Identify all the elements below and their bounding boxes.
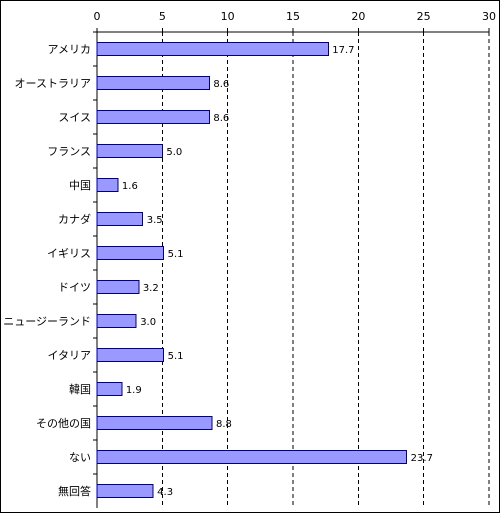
value-label: 4.3 bbox=[157, 487, 173, 498]
value-label: 3.2 bbox=[143, 283, 159, 294]
x-tick-label: 0 bbox=[94, 10, 101, 23]
value-label: 3.0 bbox=[140, 317, 156, 328]
category-label: イタリア bbox=[47, 349, 91, 362]
category-label: アメリカ bbox=[48, 43, 91, 56]
category-label: フランス bbox=[47, 145, 91, 158]
grid-lines bbox=[161, 32, 490, 508]
bar bbox=[96, 178, 119, 192]
bars bbox=[96, 42, 408, 498]
x-tick-label: 15 bbox=[286, 10, 300, 23]
value-label: 17.7 bbox=[332, 45, 354, 56]
category-label: その他の国 bbox=[36, 417, 91, 430]
value-label: 3.5 bbox=[147, 215, 163, 226]
bar bbox=[96, 280, 140, 294]
category-label: カナダ bbox=[58, 212, 91, 226]
value-label: 5.0 bbox=[166, 147, 182, 158]
bar bbox=[96, 382, 123, 396]
labels: アメリカ 17.7 オーストラリア 8.6 スイス 8.6 フランス 5.0 中国 1.6 カナダ 3… bbox=[3, 43, 433, 498]
category-label: 無回答 bbox=[58, 484, 91, 498]
x-tick-label: 25 bbox=[417, 10, 431, 23]
bar bbox=[96, 110, 210, 124]
bar bbox=[96, 212, 144, 226]
value-label: 5.1 bbox=[168, 249, 184, 260]
category-label: オーストラリア bbox=[15, 77, 91, 90]
bar bbox=[96, 314, 137, 328]
bar bbox=[96, 416, 213, 430]
category-label: イギリス bbox=[47, 247, 91, 260]
x-tick-label: 30 bbox=[482, 10, 496, 23]
bar bbox=[96, 484, 154, 498]
category-label: ニュージーランド bbox=[3, 315, 91, 328]
bar bbox=[96, 42, 329, 56]
value-label: 1.6 bbox=[122, 181, 138, 192]
bar bbox=[96, 450, 408, 464]
value-label: 8.8 bbox=[216, 419, 232, 430]
value-label: 1.9 bbox=[126, 385, 142, 396]
bar bbox=[96, 76, 210, 90]
category-label: 韓国 bbox=[69, 383, 91, 396]
x-tick-label: 10 bbox=[221, 10, 235, 23]
bar bbox=[96, 348, 165, 362]
category-label: ない bbox=[69, 451, 91, 464]
bar bbox=[96, 144, 163, 158]
value-label: 23.7 bbox=[411, 453, 433, 464]
category-label: 中国 bbox=[69, 179, 91, 192]
value-label: 8.6 bbox=[213, 113, 229, 124]
x-tick-label: 20 bbox=[351, 10, 365, 23]
category-label: ドイツ bbox=[58, 281, 91, 294]
category-label: スイス bbox=[58, 111, 91, 124]
x-tick-label: 5 bbox=[159, 10, 166, 23]
bar bbox=[96, 246, 165, 260]
value-label: 8.6 bbox=[213, 79, 229, 90]
value-label: 5.1 bbox=[168, 351, 184, 362]
